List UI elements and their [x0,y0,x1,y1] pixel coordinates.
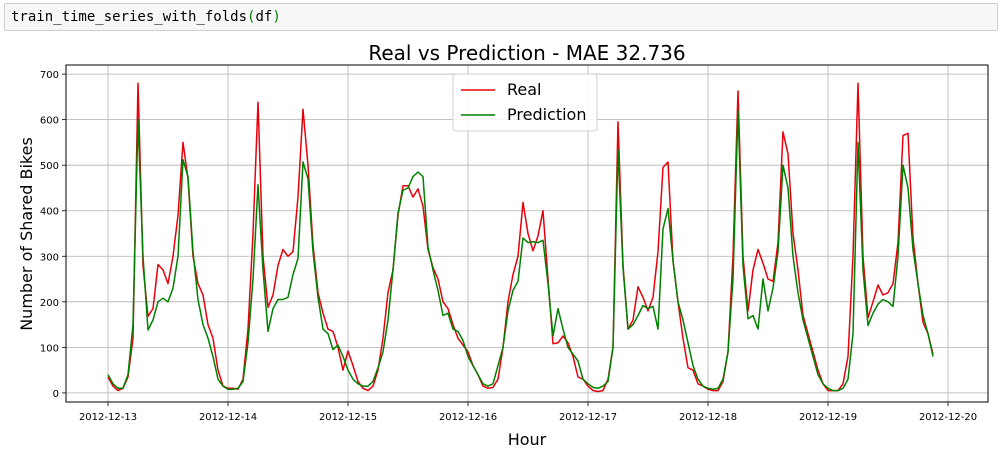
line-chart: Real vs Prediction - MAE 32.736 2012-12-… [17,41,989,449]
x-tick-label: 2012-12-14 [199,412,257,423]
legend-label-real: Real [507,80,542,99]
code-close-paren: ) [272,9,281,25]
series-layer [107,82,934,393]
legend-label-prediction: Prediction [507,105,586,124]
series-line-prediction [107,109,934,392]
y-axis: 0 100 200 300 400 500 600 700 [40,70,66,400]
x-tick-label: 2012-12-15 [319,412,377,423]
y-tick-label: 300 [40,252,59,263]
chart-grid [66,65,988,402]
legend: Real Prediction [452,73,598,132]
plot-frame [65,64,989,403]
x-tick-label: 2012-12-19 [799,412,857,423]
y-tick-label: 700 [40,70,59,81]
x-tick-label: 2012-12-20 [919,412,977,423]
y-tick-label: 600 [40,116,59,127]
y-axis-title: Number of Shared Bikes [17,137,36,331]
y-tick-label: 400 [40,207,59,218]
x-tick-label: 2012-12-16 [439,412,497,423]
legend-box [452,73,598,132]
y-tick-label: 200 [40,298,59,309]
x-tick-label: 2012-12-18 [679,412,737,423]
y-tick-label: 100 [40,343,59,354]
series-line-real [107,82,934,393]
code-open-paren: ( [247,9,256,25]
code-argument: df [255,9,273,25]
code-cell[interactable]: train_time_series_with_folds(df) [4,3,998,31]
y-tick-label: 500 [40,161,59,172]
y-tick-label: 0 [53,389,59,400]
x-tick-label: 2012-12-13 [79,412,137,423]
x-tick-label: 2012-12-17 [559,412,617,423]
code-function-name: train_time_series_with_folds [11,9,248,25]
x-axis-title: Hour [508,430,547,449]
chart-title: Real vs Prediction - MAE 32.736 [368,41,685,65]
x-axis: 2012-12-13 2012-12-14 2012-12-15 2012-12-16… [79,402,977,423]
